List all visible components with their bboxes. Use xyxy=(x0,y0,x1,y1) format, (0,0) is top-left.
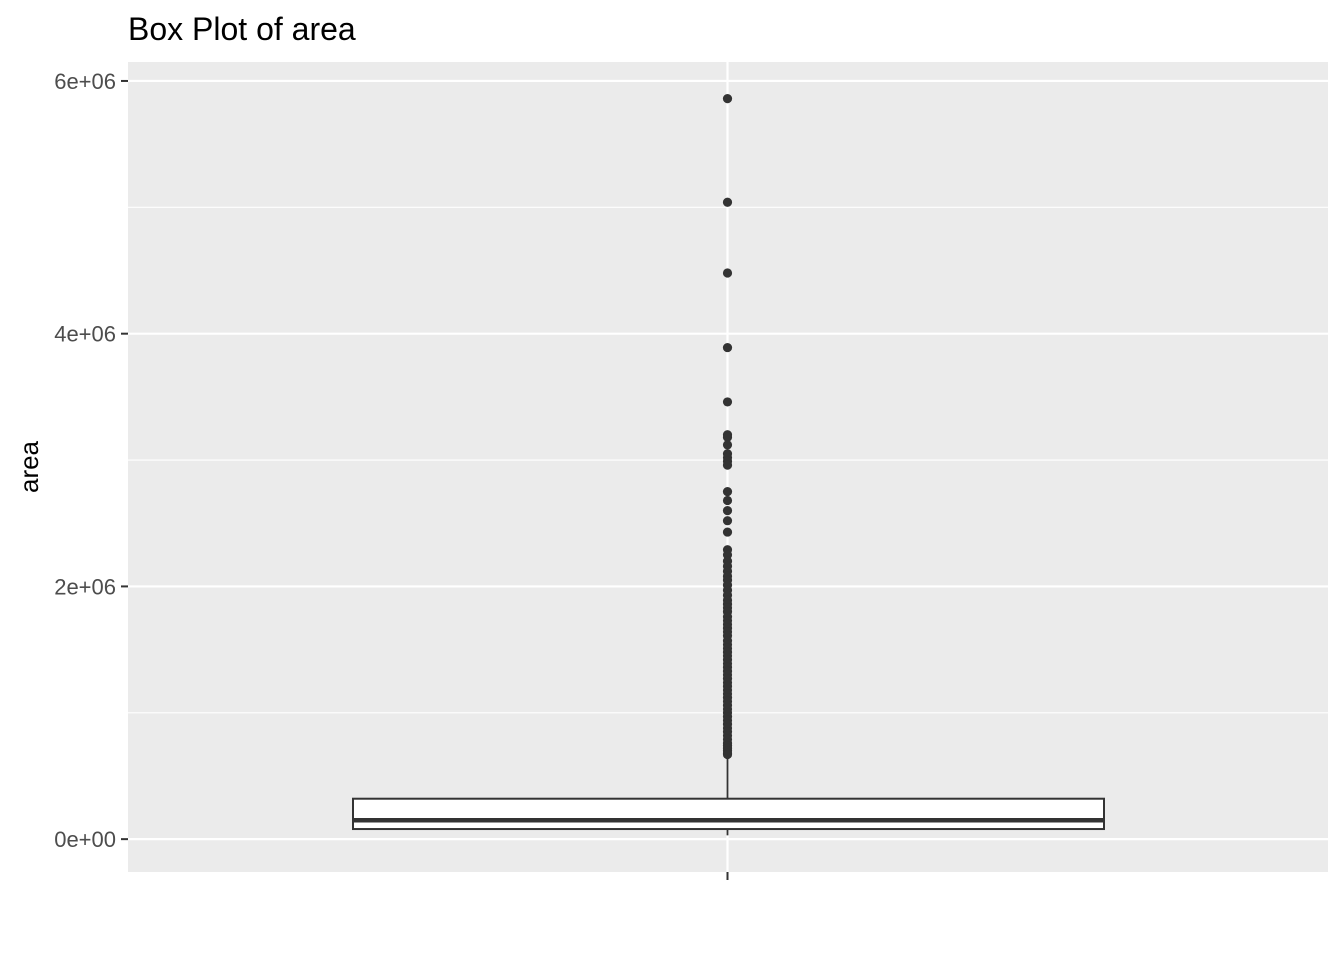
outlier-point xyxy=(722,397,733,407)
box-layer xyxy=(352,755,1105,836)
outlier-point xyxy=(722,342,733,353)
outlier-point xyxy=(722,495,733,506)
y-tick-label: 0e+00 xyxy=(54,827,116,852)
outlier-point xyxy=(722,487,733,497)
outlier-point xyxy=(722,440,733,450)
chart-title: Box Plot of area xyxy=(128,11,356,47)
outlier-point xyxy=(722,432,733,442)
outlier-points xyxy=(722,94,733,760)
outlier-point xyxy=(722,550,733,560)
outlier-point xyxy=(722,527,733,537)
outlier-point xyxy=(722,516,733,526)
iqr-box xyxy=(352,797,1105,831)
outlier-point xyxy=(722,749,733,760)
y-axis: 0e+00 2e+06 4e+06 6e+06 xyxy=(54,69,128,852)
y-tick-label: 4e+06 xyxy=(54,322,116,347)
outlier-point xyxy=(722,94,733,104)
y-axis-label: area xyxy=(14,440,44,493)
outlier-point xyxy=(722,197,733,207)
y-tick-label: 2e+06 xyxy=(54,574,116,599)
outlier-point xyxy=(722,460,733,470)
outlier-point xyxy=(722,268,733,278)
outlier-point xyxy=(722,505,733,516)
y-tick-label: 6e+06 xyxy=(54,69,116,94)
